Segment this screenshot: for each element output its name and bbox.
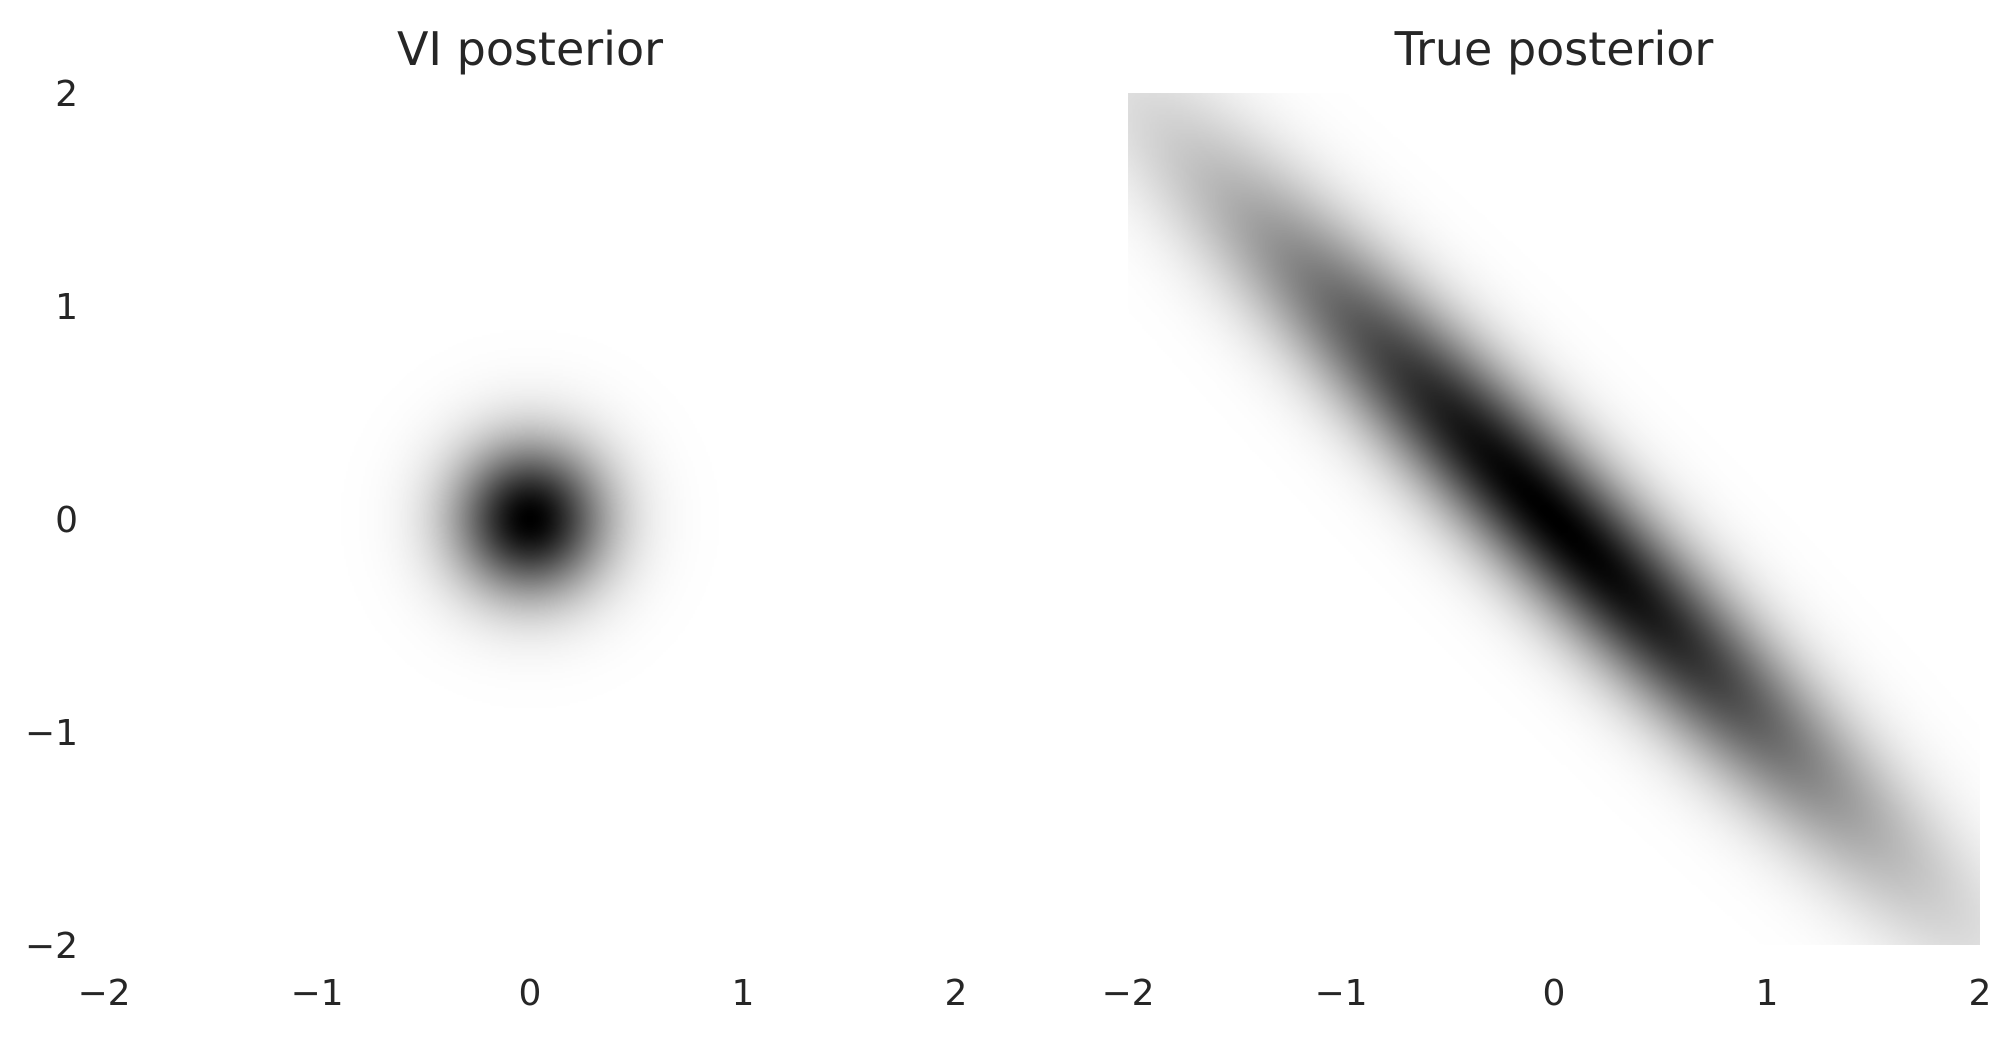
x-tick-0: 0 [1543,973,1566,1014]
x-tick-1: 1 [1756,973,1779,1014]
y-tick-1: 1 [55,287,78,328]
x-tick-minus-1: −1 [290,973,343,1014]
x-tick-minus-1: −1 [1314,973,1367,1014]
x-tick-0: 0 [519,973,542,1014]
true-posterior-title: True posterior [1394,22,1714,76]
y-tick-minus-2: −2 [25,926,78,967]
vi-posterior-heatmap [104,93,956,945]
y-tick-0: 0 [55,500,78,541]
vi-posterior-title: VI posterior [397,22,663,76]
x-tick-2: 2 [1969,973,1992,1014]
vi-posterior-panel: VI posterior 2 1 0 −1 −2 −2 −1 0 1 2 [25,22,968,1014]
y-tick-2: 2 [55,74,78,115]
x-tick-minus-2: −2 [1101,973,1154,1014]
x-tick-2: 2 [945,973,968,1014]
true-posterior-heatmap [1128,93,1980,945]
x-tick-minus-2: −2 [77,973,130,1014]
x-tick-1: 1 [732,973,755,1014]
true-posterior-panel: True posterior −2 −1 0 1 2 [1101,22,1991,1014]
y-tick-minus-1: −1 [25,713,78,754]
